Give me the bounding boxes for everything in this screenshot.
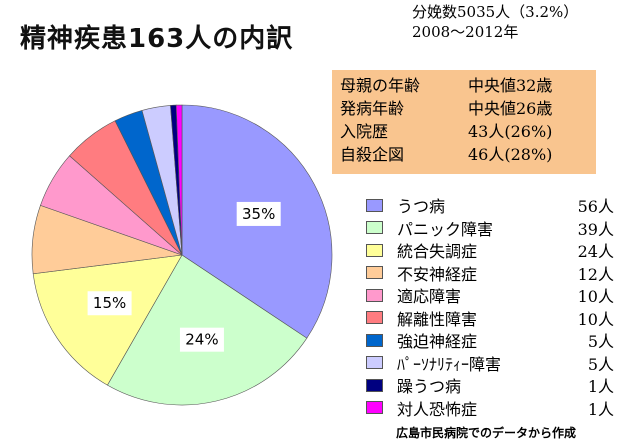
info-key: 自殺企図 xyxy=(340,145,405,164)
info-box: 母親の年齢 中央値32歳 発病年齢 中央値26歳 入院歴 43人(26%) 自殺企図 4… xyxy=(332,70,596,174)
chart-title: 精神疾患163人の内訳 xyxy=(20,24,294,54)
legend-item: 統合失調症 24人 xyxy=(366,239,614,262)
data-label-bg xyxy=(179,327,224,352)
legend-item: 躁うつ病 1人 xyxy=(366,374,614,397)
pie-chart: 35% 24% 15% xyxy=(31,104,333,406)
legend-swatch xyxy=(366,288,383,302)
info-row: 入院歴 43人(26%) xyxy=(340,120,588,143)
legend-swatch xyxy=(366,378,383,392)
data-label-bg xyxy=(87,291,132,316)
pie-slice xyxy=(32,254,183,386)
legend-item: パニック障害 39人 xyxy=(366,217,614,240)
info-row: 発病年齢 中央値26歳 xyxy=(340,97,588,120)
legend-label: 強迫神経症 xyxy=(397,332,478,352)
data-label: 24% xyxy=(185,331,218,349)
info-key: 発病年齢 xyxy=(340,99,405,118)
info-row: 母親の年齢 中央値32歳 xyxy=(340,74,588,97)
legend-label: 不安神経症 xyxy=(397,264,478,284)
info-key: 母親の年齢 xyxy=(340,76,421,95)
meta-info: 分娩数5035人（3.2%） 2008～2012年 xyxy=(412,2,578,42)
info-value: 43人(26%) xyxy=(468,122,553,141)
legend-count: 24人 xyxy=(577,242,614,262)
legend-count: 12人 xyxy=(577,264,614,284)
legend-count: 39人 xyxy=(577,219,614,239)
legend-swatch xyxy=(366,198,383,212)
legend-item: 対人恐怖症 1人 xyxy=(366,397,614,420)
pie-slice xyxy=(175,104,183,256)
legend-count: 10人 xyxy=(577,309,614,329)
legend-swatch xyxy=(366,401,383,415)
data-label: 35% xyxy=(242,205,275,223)
legend-label: 躁うつ病 xyxy=(397,377,462,397)
info-value: 中央値32歳 xyxy=(468,76,553,95)
legend-label: パニック障害 xyxy=(397,219,494,239)
info-row: 自殺企図 46人(28%) xyxy=(340,143,588,166)
meta-line-1: 分娩数5035人（3.2%） xyxy=(412,3,579,21)
info-value: 中央値26歳 xyxy=(468,99,553,118)
legend-item: 不安神経症 12人 xyxy=(366,262,614,285)
legend-item: 適応障害 10人 xyxy=(366,284,614,307)
legend-swatch xyxy=(366,266,383,280)
legend-swatch xyxy=(366,311,383,325)
legend-label: 適応障害 xyxy=(397,287,462,307)
legend-item: ﾊﾟｰｿﾅﾘﾃｨｰ障害 5人 xyxy=(366,352,614,375)
legend-count: 1人 xyxy=(587,399,614,419)
legend-count: 56人 xyxy=(577,197,614,217)
legend-label: 対人恐怖症 xyxy=(397,399,478,419)
legend-swatch xyxy=(366,333,383,347)
source-note: 広島市民病院でのデータから作成 xyxy=(396,426,577,440)
legend-swatch xyxy=(366,221,383,235)
legend-label: ﾊﾟｰｿﾅﾘﾃｨｰ障害 xyxy=(397,354,502,374)
legend-item: うつ病 56人 xyxy=(366,194,614,217)
data-label: 15% xyxy=(93,294,126,312)
legend-item: 強迫神経症 5人 xyxy=(366,329,614,352)
legend-label: 統合失調症 xyxy=(397,242,478,262)
legend-swatch xyxy=(366,356,383,370)
legend-count: 5人 xyxy=(587,354,614,374)
legend-label: 解離性障害 xyxy=(397,309,478,329)
meta-line-2: 2008～2012年 xyxy=(412,23,519,41)
info-key: 入院歴 xyxy=(340,122,389,141)
legend-count: 5人 xyxy=(587,332,614,352)
legend-count: 1人 xyxy=(587,377,614,397)
info-value: 46人(28%) xyxy=(468,145,553,164)
data-label-bg xyxy=(236,201,281,226)
legend-count: 10人 xyxy=(577,287,614,307)
legend: うつ病 56人 パニック障害 39人 統合失調症 24人 不安神経症 12人 適応障害 10人 解離… xyxy=(366,194,614,419)
legend-item: 解離性障害 10人 xyxy=(366,307,614,330)
legend-swatch xyxy=(366,243,383,257)
legend-label: うつ病 xyxy=(397,197,446,217)
